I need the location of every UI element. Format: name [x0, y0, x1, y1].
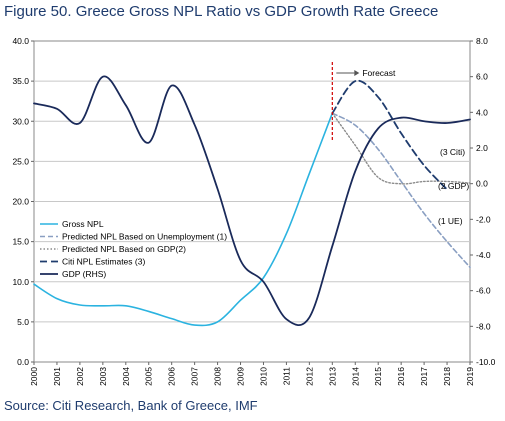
figure-title: Figure 50. Greece Gross NPL Ratio vs GDP…: [4, 3, 439, 20]
legend-label-gdp: GDP (RHS): [62, 269, 106, 279]
x-tick-label: 2002: [75, 367, 85, 386]
forecast-label: Forecast: [362, 68, 396, 78]
series-line-citi-estimates: [331, 79, 448, 191]
x-tick-label: 2011: [281, 367, 291, 386]
y-left-tick-label: 25.0: [12, 156, 29, 166]
y-left-tick-label: 40.0: [12, 36, 29, 46]
x-tick-label: 2016: [396, 367, 406, 386]
y-left-tick-label: 0.0: [17, 357, 29, 367]
legend-label-gross-npl: Gross NPL: [62, 219, 104, 229]
series-lines: [33, 75, 471, 327]
x-tick-label: 2009: [236, 367, 246, 386]
x-tick-label: 2019: [465, 367, 475, 386]
y-right-tick-label: -6.0: [476, 286, 491, 296]
x-tick-label: 2005: [144, 367, 154, 386]
axes: 0.0 5.0 10.0 15.0 20.0 25.0 30.0 35.0 40.0 -10.0 -…: [12, 36, 495, 386]
forecast-arrowhead: [354, 70, 360, 76]
series-line-gross-npl: [33, 112, 334, 327]
series-line-gdp: [33, 75, 471, 327]
y-right-tick-label: 4.0: [476, 107, 488, 117]
y-left-tick-label: 15.0: [12, 237, 29, 247]
legend: Gross NPL Predicted NPL Based on Unemploy…: [40, 219, 227, 279]
forecast-marker: Forecast: [331, 62, 396, 142]
x-tick-label: 2017: [419, 367, 429, 386]
x-tick-label: 2018: [442, 367, 452, 386]
legend-label-pred-gdp: Predicted NPL Based on GDP(2): [62, 244, 186, 254]
label-gdp: (2 GDP): [438, 181, 469, 191]
series-line-pred-gdp: [331, 112, 471, 185]
x-tick-label: 2013: [327, 367, 337, 386]
end-labels: (3 Citi) (2 GDP) (1 UE): [438, 147, 469, 226]
series-line-pred-unemployment: [331, 112, 471, 269]
x-tick-label: 2007: [190, 367, 200, 386]
x-tick-label: 2010: [258, 367, 268, 386]
label-ue: (1 UE): [438, 216, 463, 226]
y-right-tick-label: -4.0: [476, 250, 491, 260]
x-tick-label: 2004: [121, 367, 131, 386]
x-tick-label: 2015: [373, 367, 383, 386]
x-tick-label: 2001: [52, 367, 62, 386]
x-tick-label: 2000: [29, 367, 39, 386]
label-citi: (3 Citi): [440, 147, 465, 157]
y-left-tick-label: 5.0: [17, 317, 29, 327]
y-left-tick-label: 10.0: [12, 277, 29, 287]
y-right-tick-label: 6.0: [476, 72, 488, 82]
x-tick-label: 2006: [167, 367, 177, 386]
gridlines: [34, 80, 470, 323]
legend-label-citi-estimates: Citi NPL Estimates (3): [62, 257, 145, 267]
x-tick-label: 2008: [213, 367, 223, 386]
y-left-tick-label: 20.0: [12, 197, 29, 207]
y-left-tick-label: 30.0: [12, 116, 29, 126]
figure-source: Source: Citi Research, Bank of Greece, I…: [4, 398, 258, 413]
x-tick-label: 2012: [304, 367, 314, 386]
y-right-tick-label: -2.0: [476, 214, 491, 224]
y-right-tick-label: 8.0: [476, 36, 488, 46]
x-tick-label: 2003: [98, 367, 108, 386]
x-tick-label: 2014: [350, 367, 360, 386]
legend-label-pred-unemployment: Predicted NPL Based on Unemployment (1): [62, 232, 227, 242]
y-right-tick-label: 0.0: [476, 179, 488, 189]
y-right-tick-label: -10.0: [476, 357, 496, 367]
y-left-tick-label: 35.0: [12, 76, 29, 86]
y-right-tick-label: 2.0: [476, 143, 488, 153]
y-right-tick-label: -8.0: [476, 321, 491, 331]
